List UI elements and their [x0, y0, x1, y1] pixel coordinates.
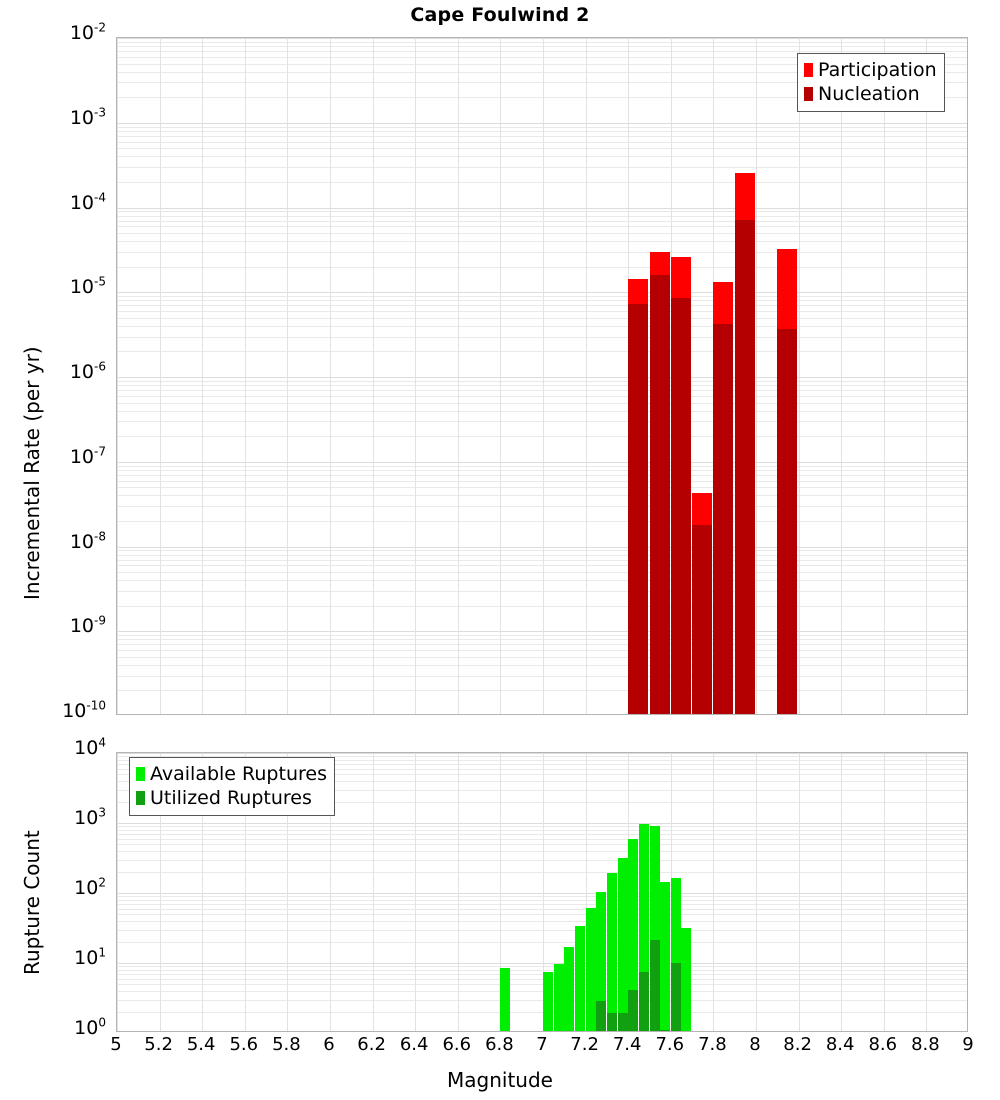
y-tick-label: 10-5 [69, 274, 106, 299]
bar-available-ruptures [639, 824, 649, 1031]
legend-label-utilized-ruptures: Utilized Ruptures [150, 786, 312, 809]
bar-available-ruptures [628, 839, 638, 1031]
x-tick-label: 8.2 [783, 1034, 812, 1055]
bar-nucleation [628, 304, 648, 714]
legend-item-participation[interactable]: Participation [804, 58, 937, 82]
bar-available-ruptures [671, 878, 681, 1031]
x-tick-label: 8.8 [911, 1034, 940, 1055]
bar-available-ruptures [596, 892, 606, 1031]
bar-available-ruptures [586, 908, 596, 1031]
x-tick-label: 7.8 [698, 1034, 727, 1055]
bars-bottom [117, 753, 967, 1031]
y-tick-label: 103 [74, 805, 106, 829]
bar-nucleation [777, 329, 797, 714]
bar-available-ruptures [564, 947, 574, 1031]
x-tick-label: 8.6 [868, 1034, 898, 1055]
bar-utilized-ruptures [618, 1013, 628, 1031]
x-tick-label: 8 [749, 1034, 761, 1055]
bar-nucleation [650, 275, 670, 714]
incremental-rate-plot [116, 37, 968, 715]
swatch-available-ruptures-icon [136, 767, 145, 781]
legend-item-utilized-ruptures[interactable]: Utilized Ruptures [136, 786, 327, 810]
y-tick-label: 10-2 [69, 20, 106, 44]
x-tick-label: 5.4 [186, 1034, 216, 1055]
y-tick-label: 10-8 [69, 529, 106, 553]
bar-nucleation [735, 220, 755, 714]
bar-available-ruptures [575, 926, 585, 1031]
x-tick-label: 7.2 [570, 1034, 599, 1055]
y-tick-label: 101 [74, 945, 106, 969]
x-tick-label: 5.8 [272, 1034, 301, 1055]
bar-nucleation [713, 324, 733, 714]
bar-available-ruptures [681, 928, 691, 1031]
legend-label-participation: Participation [818, 58, 937, 81]
y-tick-label: 10-3 [69, 105, 106, 129]
x-tick-label: 7.4 [612, 1034, 642, 1055]
legend-label-nucleation: Nucleation [818, 82, 920, 105]
bar-nucleation [692, 525, 712, 714]
x-axis-title: Magnitude [447, 1068, 553, 1092]
x-tick-label: 6.2 [357, 1034, 386, 1055]
gridlines-top [117, 38, 967, 714]
swatch-nucleation-icon [804, 87, 813, 101]
y-tick-label: 10-6 [69, 359, 106, 383]
legend-item-available-ruptures[interactable]: Available Ruptures [136, 762, 327, 786]
y-tick-label: 10-4 [69, 190, 106, 214]
x-tick-label: 7 [536, 1034, 548, 1055]
y-tick-label: 10-7 [69, 444, 106, 468]
x-tick-label: 6.8 [485, 1034, 514, 1055]
x-tick-label: 5 [110, 1034, 122, 1055]
x-tick-label: 6.6 [442, 1034, 472, 1055]
bar-utilized-ruptures [596, 1001, 606, 1031]
bar-utilized-ruptures [671, 963, 681, 1031]
x-tick-label: 8.4 [825, 1034, 855, 1055]
legend-item-nucleation[interactable]: Nucleation [804, 82, 937, 106]
bar-available-ruptures [618, 858, 628, 1031]
x-tick-label: 9 [962, 1034, 974, 1055]
y-tick-label: 102 [74, 875, 106, 899]
x-tick-label: 5.6 [229, 1034, 259, 1055]
legend-label-available-ruptures: Available Ruptures [150, 762, 327, 785]
gridlines-bottom [117, 753, 967, 1031]
x-tick-label: 6 [323, 1034, 335, 1055]
bar-utilized-ruptures [650, 940, 660, 1031]
bar-utilized-ruptures [607, 1013, 617, 1031]
swatch-participation-icon [804, 63, 813, 77]
bar-utilized-ruptures [660, 1030, 670, 1031]
y-tick-label: 100 [74, 1015, 106, 1039]
bar-available-ruptures [607, 873, 617, 1031]
x-tick-label: 5.2 [144, 1034, 173, 1055]
bar-available-ruptures [554, 964, 564, 1031]
legend-top: Participation Nucleation [797, 53, 945, 112]
bar-available-ruptures [660, 882, 670, 1031]
bar-available-ruptures [500, 968, 510, 1031]
y-axis-title-top: Incremental Rate (per yr) [20, 346, 44, 600]
y-tick-label: 10-10 [62, 698, 106, 722]
legend-bottom: Available Ruptures Utilized Ruptures [129, 757, 335, 816]
x-tick-label: 7.6 [655, 1034, 685, 1055]
x-tick-label: 6.4 [399, 1034, 429, 1055]
bars-top [117, 38, 967, 714]
page-title: Cape Foulwind 2 [410, 4, 590, 26]
swatch-utilized-ruptures-icon [136, 791, 145, 805]
y-tick-label: 104 [74, 735, 106, 759]
y-tick-label: 10-9 [69, 613, 106, 638]
bar-nucleation [671, 298, 691, 714]
bar-utilized-ruptures [639, 972, 649, 1031]
bar-utilized-ruptures [628, 990, 638, 1031]
bar-available-ruptures [543, 972, 553, 1031]
bar-available-ruptures [650, 826, 660, 1031]
